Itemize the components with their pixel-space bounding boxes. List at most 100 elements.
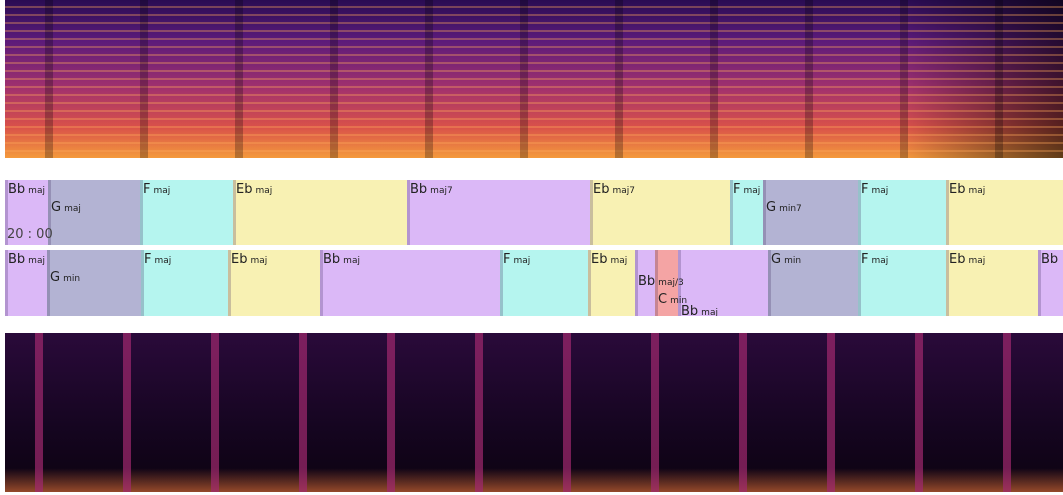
chord-quality: maj xyxy=(968,256,986,266)
chord-label: Eb maj xyxy=(949,182,985,197)
chord-quality: maj7 xyxy=(430,186,453,196)
chord-quality: min xyxy=(784,256,802,266)
chord-root: C xyxy=(658,292,668,307)
chord-root: G xyxy=(50,270,61,285)
chord-label: Eb maj xyxy=(591,252,627,267)
chord-root: F xyxy=(733,182,741,197)
chord-block xyxy=(590,180,730,245)
chord-block xyxy=(500,250,588,316)
chord-block xyxy=(588,250,635,316)
chord-quality: maj xyxy=(255,186,273,196)
chord-root: F xyxy=(144,252,152,267)
chord-root: Eb xyxy=(236,182,253,197)
chord-label: Eb maj xyxy=(949,252,985,267)
chord-root: Bb xyxy=(323,252,341,267)
chord-block xyxy=(946,250,1038,316)
chord-root: Eb xyxy=(949,252,966,267)
chord-block xyxy=(140,180,233,245)
chord-root: Eb xyxy=(231,252,248,267)
chord-label: Bb maj xyxy=(681,304,718,316)
chord-label: Bb maj xyxy=(323,252,360,267)
chord-label: Bb maj/3 xyxy=(638,274,684,289)
chord-block xyxy=(635,250,655,316)
chord-block xyxy=(5,180,48,245)
chord-quality: min7 xyxy=(779,204,802,214)
chord-label: Eb maj xyxy=(236,182,272,197)
chord-quality: maj xyxy=(64,204,81,214)
spectrogram xyxy=(5,0,1063,158)
chord-block xyxy=(320,250,500,316)
chord-block xyxy=(946,180,1063,245)
chord-block xyxy=(233,180,407,245)
chord-quality: maj xyxy=(153,186,171,196)
chord-root: Bb xyxy=(638,274,656,289)
chord-label: Eb maj xyxy=(231,252,267,267)
chord-block xyxy=(228,250,320,316)
chord-block xyxy=(858,250,946,316)
chord-root: Bb xyxy=(8,252,26,267)
chord-quality: maj xyxy=(154,256,172,266)
chord-quality: maj xyxy=(871,256,889,266)
chord-block xyxy=(47,250,141,316)
chord-root: Bb xyxy=(681,304,699,316)
chord-label: Eb maj7 xyxy=(593,182,635,197)
chord-root: G xyxy=(766,200,777,215)
chord-quality: maj xyxy=(28,256,45,266)
chord-block xyxy=(730,180,763,245)
chord-quality: maj xyxy=(343,256,360,266)
chord-root: F xyxy=(861,182,869,197)
chord-block xyxy=(768,250,858,316)
chord-quality: maj xyxy=(743,186,761,196)
chord-block xyxy=(858,180,946,245)
chord-root: F xyxy=(503,252,511,267)
chord-block xyxy=(763,180,858,245)
chord-quality: maj xyxy=(701,308,718,316)
chord-block xyxy=(678,250,768,316)
chord-quality: maj/3 xyxy=(658,278,684,288)
chord-root: Eb xyxy=(949,182,966,197)
chord-root: G xyxy=(771,252,782,267)
chord-quality: maj xyxy=(28,186,45,196)
chord-quality: maj xyxy=(610,256,628,266)
chord-block xyxy=(141,250,228,316)
chord-block xyxy=(407,180,590,245)
chord-root: Eb xyxy=(593,182,610,197)
chord-label: Bb maj7 xyxy=(410,182,453,197)
chord-root: G xyxy=(51,200,62,215)
chord-quality: min xyxy=(63,274,81,284)
spectrogram xyxy=(5,333,1063,492)
chord-label: Bb maj xyxy=(8,182,45,197)
chord-block xyxy=(655,250,678,316)
chord-quality: maj xyxy=(968,186,986,196)
chord-quality: maj xyxy=(250,256,268,266)
chord-quality: min xyxy=(670,296,688,306)
chord-block xyxy=(5,250,47,316)
chord-root: Eb xyxy=(591,252,608,267)
chord-root: Bb xyxy=(1041,252,1059,267)
chord-label: Bb xyxy=(1041,252,1058,267)
chord-block xyxy=(48,180,140,245)
time-label: 20 : 00 xyxy=(7,227,53,242)
chord-quality: maj xyxy=(871,186,889,196)
chord-block xyxy=(1038,250,1063,316)
chord-root: Bb xyxy=(410,182,428,197)
chord-label: Bb maj xyxy=(8,252,45,267)
chord-root: F xyxy=(143,182,151,197)
chord-root: Bb xyxy=(8,182,26,197)
chord-quality: maj xyxy=(513,256,531,266)
chord-root: F xyxy=(861,252,869,267)
